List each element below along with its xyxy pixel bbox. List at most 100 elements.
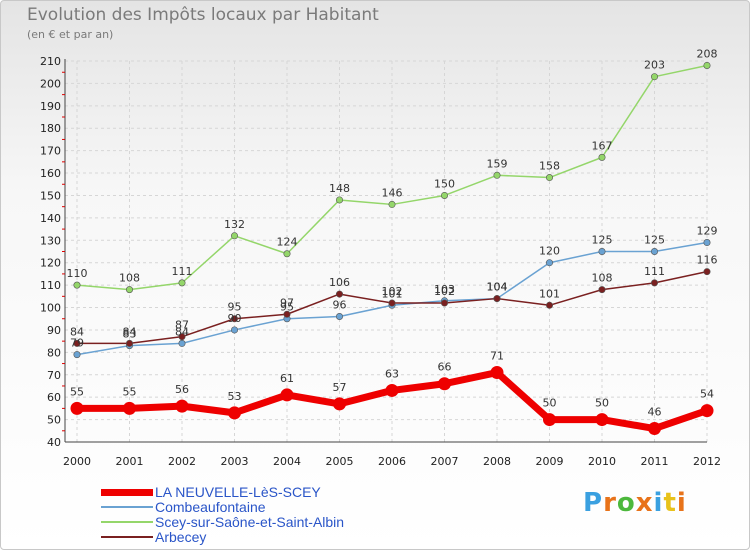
data-label: 53: [228, 390, 242, 403]
proxiti-logo: Proxiti: [583, 488, 687, 518]
y-tick-label: 180: [40, 122, 61, 135]
x-tick-label: 2003: [221, 455, 249, 468]
data-label: 46: [648, 406, 662, 419]
data-label: 95: [228, 301, 242, 314]
chart-axes: 40 50 60 70 80 90 100 110 120 130 140 150 160 170 180 1…: [40, 55, 721, 468]
y-tick-label: 40: [47, 436, 61, 449]
data-point: [650, 73, 658, 81]
data-point: [178, 333, 186, 341]
data-label: 111: [644, 265, 665, 278]
data-point: [385, 383, 399, 397]
data-point: [650, 279, 658, 287]
series-layer: [70, 61, 714, 436]
legend-swatch: [101, 506, 153, 508]
data-label: 158: [539, 160, 560, 173]
data-point: [283, 310, 291, 318]
data-point: [543, 413, 556, 427]
data-label: 55: [123, 385, 137, 398]
data-label: 101: [382, 287, 403, 300]
data-label: 125: [592, 234, 613, 247]
data-label: 106: [329, 276, 350, 289]
legend-swatch: [101, 488, 153, 496]
data-point: [700, 404, 714, 418]
data-label: 124: [277, 236, 298, 249]
data-point: [493, 295, 501, 303]
data-label: 84: [175, 325, 189, 338]
data-point: [335, 312, 343, 320]
data-point: [388, 200, 396, 208]
data-point: [231, 326, 239, 334]
y-tick-label: 90: [47, 324, 61, 337]
chart-title: Evolution des Impôts locaux par Habitant: [27, 5, 379, 25]
y-tick-label: 160: [40, 167, 61, 180]
data-point: [73, 281, 81, 289]
data-point: [703, 268, 711, 276]
data-label: 167: [592, 139, 613, 152]
y-tick-label: 100: [40, 302, 61, 315]
data-label: 159: [487, 157, 508, 170]
data-label: 66: [438, 361, 452, 374]
data-point: [440, 299, 448, 307]
chart-subtitle: (en € et par an): [27, 28, 114, 41]
data-label: 208: [697, 47, 718, 60]
data-point: [70, 401, 84, 415]
data-label: 63: [385, 367, 399, 380]
data-label: 84: [70, 325, 84, 338]
data-point: [123, 401, 136, 415]
data-label: 50: [595, 397, 609, 410]
data-label: 56: [175, 383, 189, 396]
data-point: [175, 399, 189, 413]
legend-label: Combeaufontaine: [155, 499, 266, 515]
data-point: [231, 315, 239, 323]
data-point: [333, 397, 346, 411]
data-point: [178, 339, 186, 347]
y-tick-label: 80: [47, 346, 61, 359]
data-point: [438, 377, 451, 391]
data-point: [126, 286, 134, 294]
data-label: 110: [67, 267, 88, 280]
data-point: [283, 250, 291, 258]
data-label: 146: [382, 186, 403, 199]
data-point: [280, 388, 294, 402]
y-tick-label: 110: [40, 279, 61, 292]
data-label: 148: [329, 182, 350, 195]
logo-letter: t: [663, 488, 677, 518]
data-label: 84: [123, 325, 137, 338]
data-point: [545, 259, 553, 267]
data-label: 150: [434, 177, 455, 190]
y-tick-label: 130: [40, 234, 61, 247]
data-label: 120: [539, 245, 560, 258]
data-point: [388, 299, 396, 307]
data-point: [703, 61, 711, 69]
data-point: [598, 248, 606, 256]
data-point: [650, 248, 658, 256]
legend-swatch: [101, 521, 153, 523]
data-label: 101: [539, 287, 560, 300]
y-tick-label: 140: [40, 212, 61, 225]
data-point: [595, 413, 609, 427]
x-tick-label: 2001: [116, 455, 144, 468]
data-point: [545, 301, 553, 309]
data-point: [598, 153, 606, 161]
data-label: 104: [487, 281, 508, 294]
x-tick-label: 2000: [63, 455, 91, 468]
data-label: 55: [70, 385, 84, 398]
data-point: [231, 232, 239, 240]
x-tick-label: 2008: [483, 455, 511, 468]
x-tick-label: 2004: [273, 455, 301, 468]
x-tick-label: 2002: [168, 455, 196, 468]
y-tick-label: 50: [47, 414, 61, 427]
data-label: 108: [592, 272, 613, 285]
logo-letter: o: [616, 488, 636, 518]
data-label: 97: [280, 296, 294, 309]
x-tick-label: 2005: [326, 455, 354, 468]
data-label: 50: [543, 397, 557, 410]
data-point: [440, 191, 448, 199]
x-tick-label: 2007: [431, 455, 459, 468]
logo-letter: x: [635, 488, 654, 518]
data-label: 108: [119, 272, 140, 285]
y-tick-label: 70: [47, 369, 61, 382]
data-label: 96: [333, 298, 347, 311]
